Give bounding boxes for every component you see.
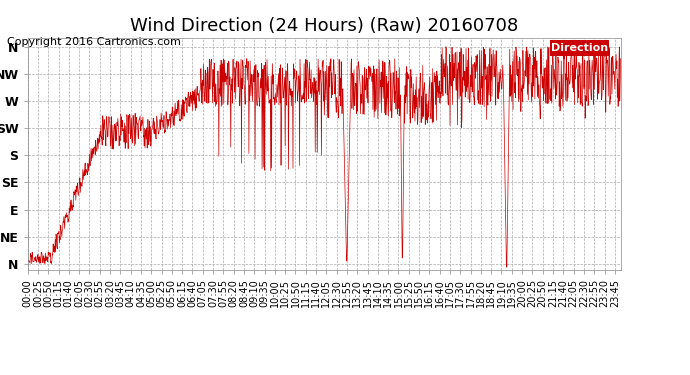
Text: Copyright 2016 Cartronics.com: Copyright 2016 Cartronics.com — [7, 37, 181, 47]
Title: Wind Direction (24 Hours) (Raw) 20160708: Wind Direction (24 Hours) (Raw) 20160708 — [130, 16, 518, 34]
